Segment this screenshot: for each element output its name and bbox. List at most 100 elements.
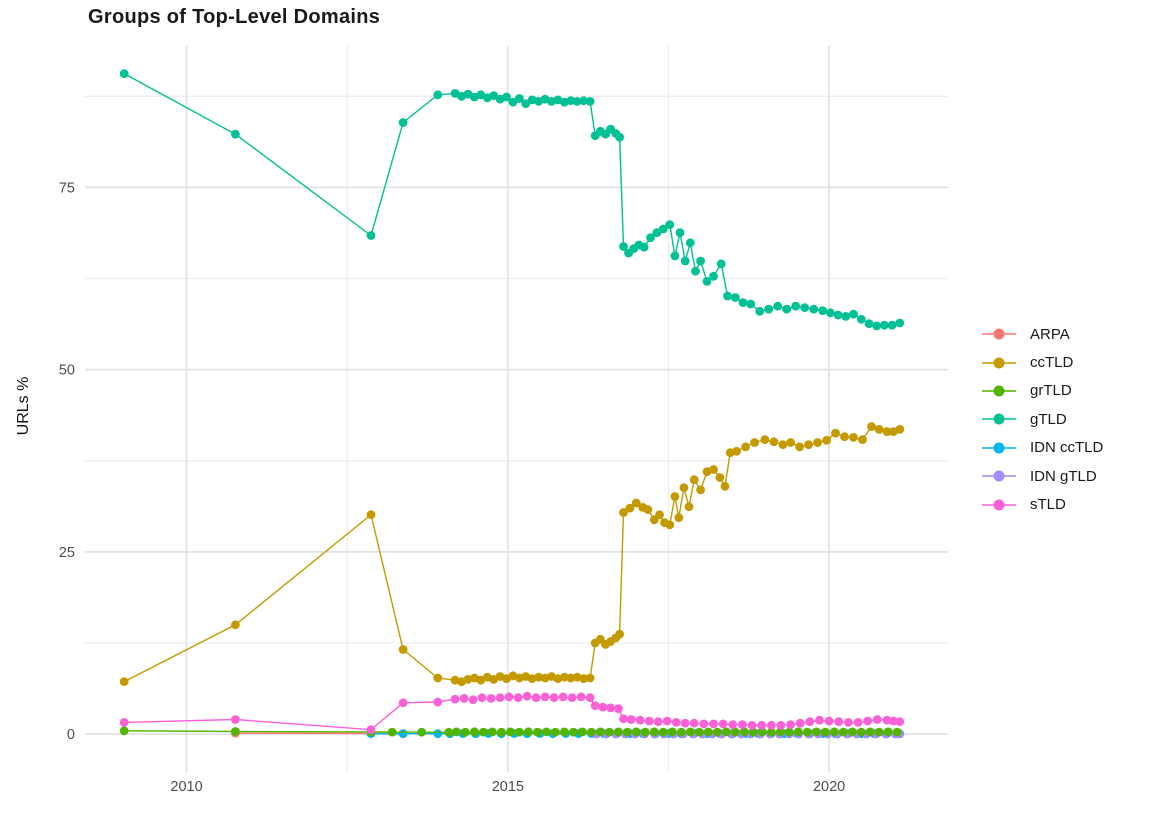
series-point-gtld [231, 129, 240, 139]
series-point-stld [662, 716, 672, 726]
series-point-grtld [479, 727, 488, 737]
legend-dot-icon [993, 470, 1005, 482]
series-line-gtld [123, 73, 900, 327]
series-point-stld [709, 719, 718, 729]
legend-swatch-cctld [982, 357, 1016, 369]
series-point-grtld [676, 727, 686, 737]
series-point-grtld [766, 727, 776, 737]
series-point-cctld [840, 432, 849, 442]
series-point-gtld [433, 90, 443, 100]
series-point-gtld [782, 304, 792, 314]
legend-label-gtld: gTLD [1030, 410, 1067, 428]
legend-item-arpa: ARPA [981, 320, 1103, 348]
series-point-gtld [880, 320, 889, 330]
series-point-grtld [119, 726, 129, 736]
series-point-stld [450, 694, 460, 704]
series-point-stld [747, 720, 757, 730]
x-tick-label: 2020 [813, 779, 845, 795]
series-point-stld [504, 692, 514, 702]
series-point-stld [606, 703, 615, 713]
series-point-stld [795, 718, 805, 728]
series-point-grtld [838, 727, 848, 737]
series-point-grtld [470, 727, 479, 737]
series-point-grtld [515, 727, 524, 737]
series-point-grtld [757, 727, 767, 737]
series-point-grtld [775, 727, 785, 737]
series-point-gtld [680, 256, 690, 266]
series-point-grtld [452, 727, 461, 737]
series-point-stld [614, 704, 623, 713]
series-point-gtld [508, 97, 518, 107]
series-point-grtld [847, 727, 857, 737]
series-point-cctld [433, 673, 443, 683]
series-point-grtld [387, 727, 397, 737]
series-point-cctld [679, 483, 689, 493]
legend-item-cctld: ccTLD [981, 348, 1103, 376]
legend-item-stld: sTLD [981, 490, 1103, 518]
legend-item-grtld: grTLD [981, 377, 1103, 405]
series-point-stld [853, 718, 863, 727]
series-point-cctld [760, 435, 770, 444]
series-point-stld [585, 693, 595, 703]
series-point-cctld [822, 435, 831, 445]
series-point-stld [872, 715, 882, 724]
series-point-stld [882, 715, 892, 725]
series-point-gtld [887, 320, 897, 330]
series-point-gtld [809, 304, 819, 314]
legend-swatch-stld [982, 499, 1016, 511]
series-point-cctld [696, 485, 705, 495]
x-tick-label: 2010 [170, 779, 202, 795]
series-point-cctld [625, 503, 635, 513]
series-point-gtld [658, 224, 668, 234]
series-point-grtld [417, 727, 427, 737]
series-point-grtld [793, 727, 803, 737]
series-point-cctld [619, 508, 628, 517]
series-point-cctld [895, 425, 905, 434]
series-point-grtld [587, 727, 596, 737]
series-point-stld [671, 718, 681, 727]
series-point-gtld [723, 291, 732, 301]
series-point-grtld [802, 727, 812, 737]
series-point-cctld [813, 438, 822, 447]
series-point-stld [540, 692, 550, 702]
series-point-stld [834, 717, 844, 727]
series-point-cctld [882, 427, 892, 436]
series-point-stld [513, 693, 523, 703]
series-point-cctld [874, 425, 884, 434]
series-point-gtld [738, 298, 748, 307]
series-point-stld [863, 716, 873, 726]
series-point-gtld [572, 97, 582, 106]
series-point-stld [576, 692, 586, 702]
series-point-gtld [800, 303, 810, 313]
series-point-cctld [119, 677, 129, 686]
legend-swatch-grtld [982, 385, 1016, 397]
series-point-cctld [585, 673, 595, 683]
series-point-stld [718, 719, 728, 729]
series-point-grtld [658, 727, 668, 737]
series-point-idn-cctld [433, 729, 443, 739]
series-point-grtld [811, 727, 821, 737]
series-point-cctld [849, 433, 858, 442]
series-point-stld [805, 717, 815, 727]
series-point-grtld [685, 727, 695, 737]
series-point-stld [522, 691, 532, 701]
legend-dot-icon [993, 442, 1005, 454]
series-point-gtld [841, 312, 851, 321]
series-point-grtld [444, 727, 454, 737]
series-point-cctld [720, 481, 730, 491]
series-point-stld [549, 693, 559, 703]
series-point-grtld [622, 727, 632, 737]
legend-swatch-idn-gtld [982, 470, 1016, 482]
series-point-gtld [502, 92, 511, 102]
x-tick-label: 2015 [492, 779, 524, 795]
series-point-grtld [667, 727, 677, 737]
series-point-grtld [649, 727, 659, 737]
series-point-cctld [732, 446, 741, 456]
series-point-stld [815, 715, 824, 725]
series-point-gtld [833, 310, 843, 320]
series-point-gtld [791, 301, 801, 311]
series-point-stld [433, 697, 443, 707]
series-point-stld [567, 693, 577, 703]
series-point-gtld [521, 99, 531, 108]
